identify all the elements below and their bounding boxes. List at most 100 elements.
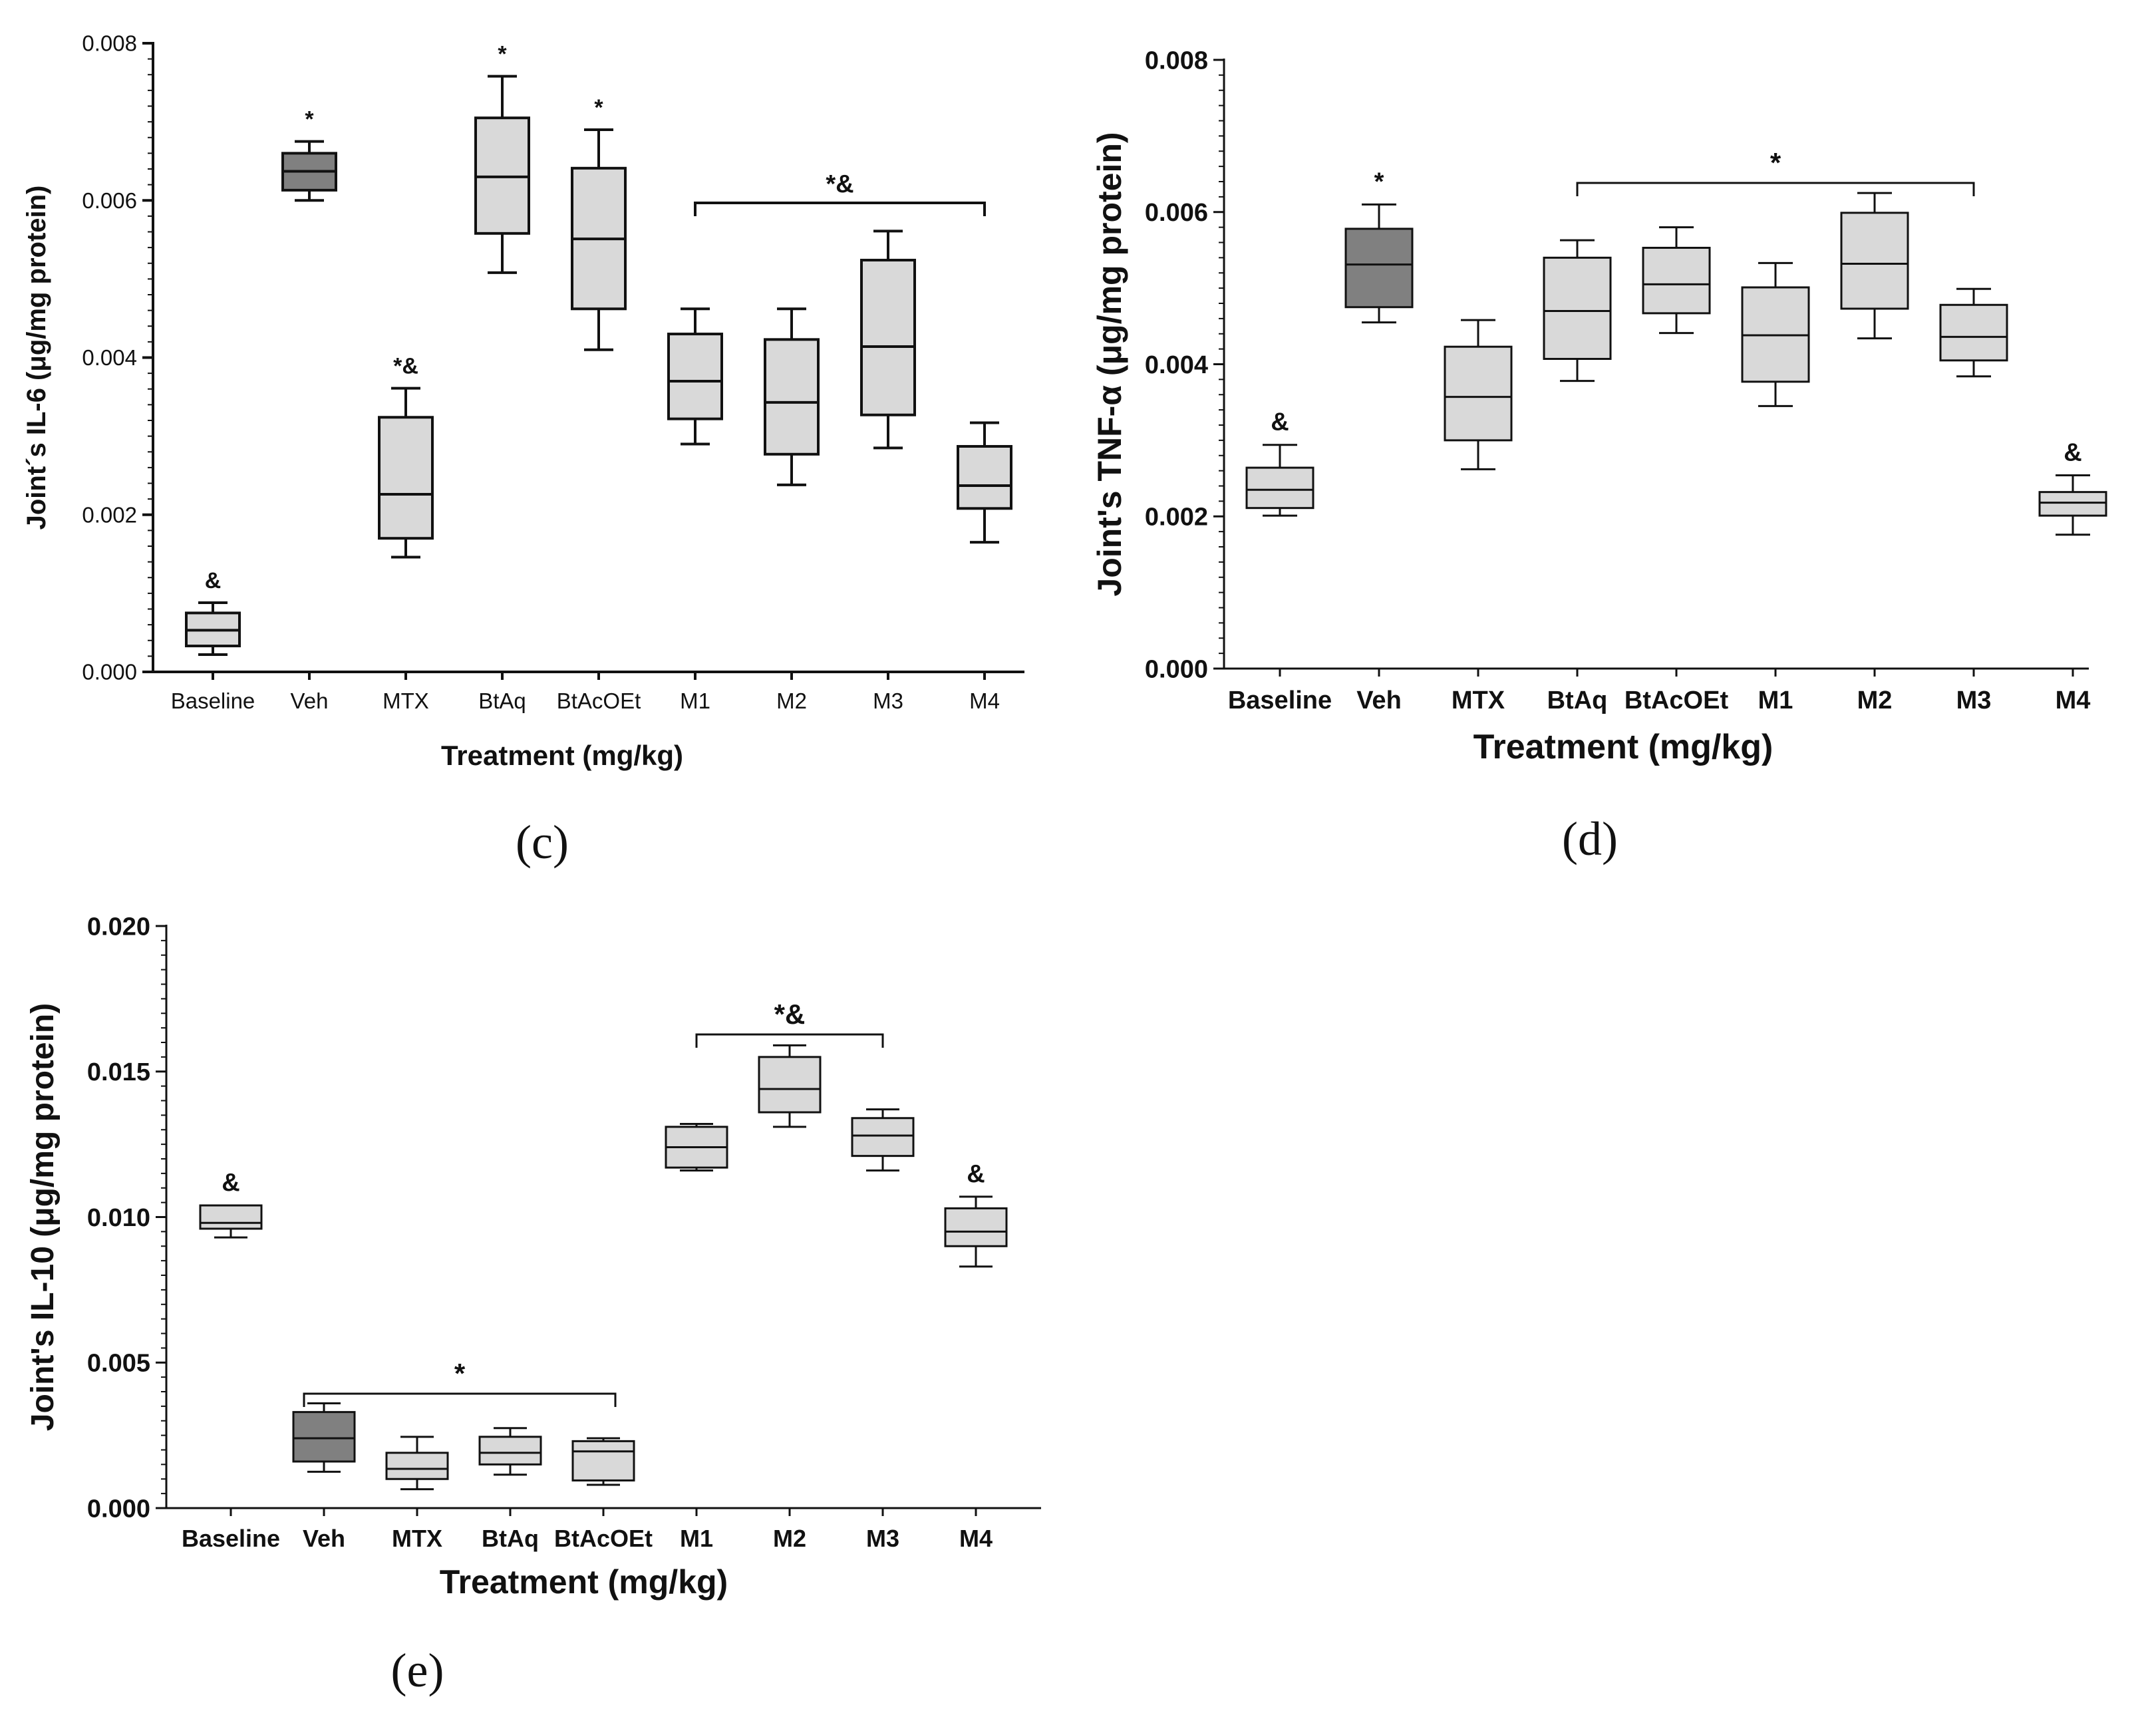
iqr-box xyxy=(292,1411,356,1463)
x-tick-label-btaq: BtAq xyxy=(482,1525,539,1552)
y-tick-label: 0.020 xyxy=(87,913,150,941)
bracket-line xyxy=(695,1033,884,1048)
box-btaq: * xyxy=(474,42,530,274)
significance-marker: & xyxy=(222,1169,239,1197)
panel-c: 0.000 0.002 0.004 0.006 0.008 Baseline Veh MTX B… xyxy=(22,31,1024,869)
significance-marker: * xyxy=(1374,168,1384,196)
x-axis-title: Treatment (mg/kg) xyxy=(1473,728,1773,766)
x-tick-label-m4: M4 xyxy=(969,689,1000,713)
box-btacoet xyxy=(1642,226,1711,335)
iqr-box xyxy=(1642,247,1711,315)
x-tick-label-m2: M2 xyxy=(1857,687,1893,714)
box-mtx: *& xyxy=(378,354,434,559)
bracket-label: * xyxy=(454,1358,466,1389)
y-tick-label: 0.004 xyxy=(1145,351,1208,379)
y-tick-label: 0.006 xyxy=(82,188,137,213)
box-m1 xyxy=(667,307,723,446)
x-tick-label-m2: M2 xyxy=(773,1525,806,1552)
x-tick-label-m4: M4 xyxy=(2056,687,2091,714)
x-axis-title: Treatment (mg/kg) xyxy=(441,740,683,771)
box-m3 xyxy=(1939,287,2008,378)
x-tick-label-m2: M2 xyxy=(776,689,807,713)
bracket-label: *& xyxy=(774,999,806,1030)
iqr-box xyxy=(860,259,916,416)
x-tick-label-btacoet: BtAcOEt xyxy=(554,1525,653,1552)
y-tick-label: 0.000 xyxy=(87,1495,150,1523)
x-tick-label-baseline: Baseline xyxy=(171,689,255,713)
y-tick-label: 0.000 xyxy=(82,660,137,685)
box-m1 xyxy=(1741,261,1810,407)
iqr-box xyxy=(571,1440,635,1481)
iqr-box xyxy=(1344,228,1414,309)
significance-bracket: * xyxy=(1576,147,1975,196)
bracket-line xyxy=(694,202,986,216)
box-m4: & xyxy=(2038,438,2107,536)
significance-marker: * xyxy=(305,107,314,132)
iqr-box xyxy=(957,444,1012,510)
iqr-box xyxy=(1245,466,1314,510)
significance-bracket: *& xyxy=(695,999,884,1048)
box-baseline: & xyxy=(1245,408,1314,517)
iqr-box xyxy=(764,338,820,456)
box-m2 xyxy=(758,1044,822,1128)
box-veh: * xyxy=(1344,168,1414,324)
iqr-box xyxy=(378,416,434,540)
x-tick-label-m3: M3 xyxy=(1956,687,1992,714)
significance-marker: * xyxy=(594,95,603,120)
y-tick-label: 0.004 xyxy=(82,345,137,370)
panel-label: (e) xyxy=(391,1644,444,1697)
box-baseline: & xyxy=(185,568,241,657)
x-tick-label-baseline: Baseline xyxy=(182,1525,280,1552)
x-tick-label-m1: M1 xyxy=(1758,687,1793,714)
y-tick-label: 0.008 xyxy=(1145,47,1208,75)
iqr-box xyxy=(1543,256,1612,360)
iqr-box xyxy=(851,1117,915,1158)
y-tick-label: 0.002 xyxy=(82,502,137,527)
box-btaq xyxy=(1543,239,1612,383)
box-m1 xyxy=(665,1123,728,1171)
panel-d: 0.000 0.002 0.004 0.006 0.008 Baseline Veh MTX B… xyxy=(1091,47,2107,865)
y-tick-label: 0.002 xyxy=(1145,504,1208,532)
y-tick-label: 0.006 xyxy=(1145,199,1208,227)
iqr-box xyxy=(385,1452,449,1480)
box-mtx xyxy=(385,1436,449,1491)
significance-bracket: *& xyxy=(694,170,986,216)
x-tick-label-btacoet: BtAcOEt xyxy=(557,689,641,713)
box-veh xyxy=(292,1402,356,1473)
x-tick-label-m1: M1 xyxy=(680,689,710,713)
panel-e: 0.000 0.005 0.010 0.015 0.020 Baseline Veh MTX B… xyxy=(25,913,1041,1697)
panel-label: (c) xyxy=(516,816,569,869)
x-tick-label-btacoet: BtAcOEt xyxy=(1624,687,1729,714)
y-axis-title: Joint´s IL-6 (μg/mg protein) xyxy=(22,186,51,530)
iqr-box xyxy=(2038,491,2107,517)
box-mtx xyxy=(1444,319,1513,470)
x-tick-label-m1: M1 xyxy=(680,1525,713,1552)
x-tick-label-mtx: MTX xyxy=(1452,687,1505,714)
x-tick-label-btaq: BtAq xyxy=(478,689,526,713)
y-tick-label: 0.005 xyxy=(87,1350,150,1378)
significance-bracket: * xyxy=(303,1358,617,1407)
y-tick-label: 0.010 xyxy=(87,1204,150,1232)
x-tick-label-btaq: BtAq xyxy=(1547,687,1608,714)
iqr-box xyxy=(1444,345,1513,442)
y-tick-label: 0.000 xyxy=(1145,655,1208,683)
iqr-box xyxy=(1939,303,2008,362)
x-tick-label-mtx: MTX xyxy=(392,1525,442,1552)
x-tick-label-veh: Veh xyxy=(303,1525,345,1552)
box-m2 xyxy=(1840,192,1909,340)
x-tick-label-veh: Veh xyxy=(1356,687,1402,714)
y-tick-label: 0.008 xyxy=(82,31,137,56)
y-tick-label: 0.015 xyxy=(87,1058,150,1086)
x-tick-label-m3: M3 xyxy=(873,689,903,713)
iqr-box xyxy=(758,1056,822,1114)
significance-marker: * xyxy=(498,42,507,67)
iqr-box xyxy=(944,1207,1008,1247)
box-veh: * xyxy=(281,107,337,202)
x-axis-title: Treatment (mg/kg) xyxy=(440,1563,728,1601)
box-btacoet xyxy=(571,1437,635,1486)
box-btacoet: * xyxy=(571,95,627,351)
significance-marker: *& xyxy=(393,354,418,379)
significance-marker: & xyxy=(1271,408,1289,436)
y-axis-title: Joint's IL-10 (μg/mg protein) xyxy=(25,1003,61,1431)
